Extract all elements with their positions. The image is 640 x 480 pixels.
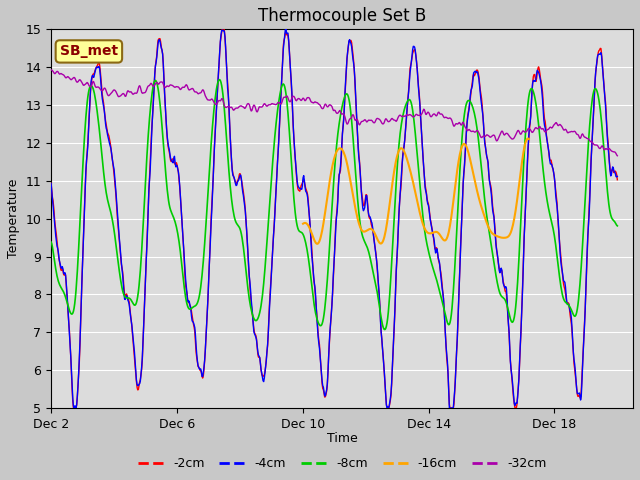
Legend: -2cm, -4cm, -8cm, -16cm, -32cm: -2cm, -4cm, -8cm, -16cm, -32cm (133, 452, 551, 475)
X-axis label: Time: Time (326, 432, 358, 445)
Title: Thermocouple Set B: Thermocouple Set B (258, 7, 426, 25)
Y-axis label: Temperature: Temperature (7, 179, 20, 258)
Text: SB_met: SB_met (60, 45, 118, 59)
